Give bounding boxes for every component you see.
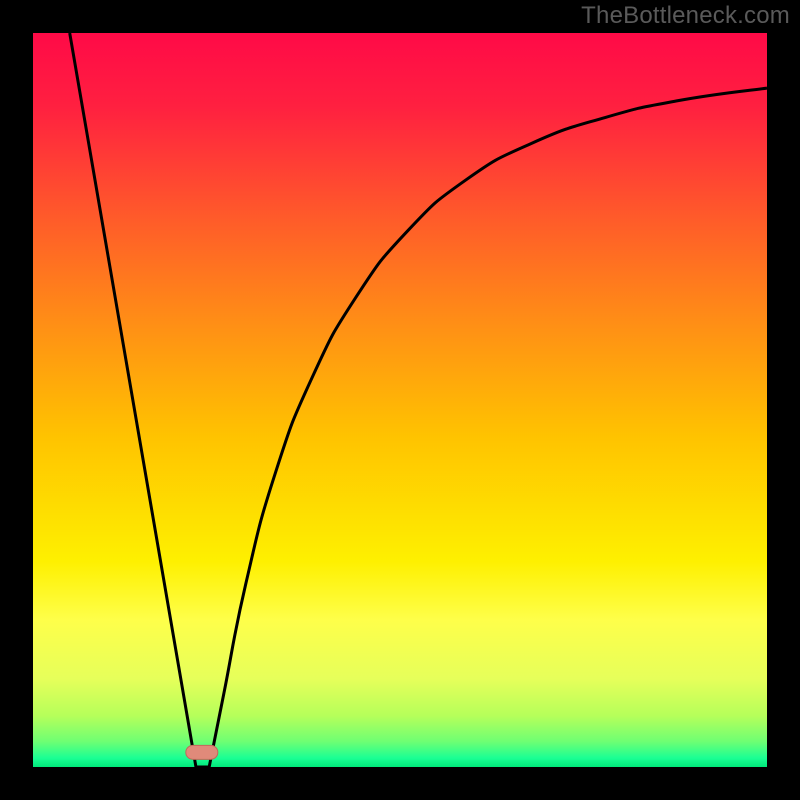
chart-frame: TheBottleneck.com [0,0,800,800]
plot-background [33,33,767,767]
attribution-text: TheBottleneck.com [581,2,790,30]
optimal-marker [186,745,218,759]
bottleneck-chart [0,0,800,800]
